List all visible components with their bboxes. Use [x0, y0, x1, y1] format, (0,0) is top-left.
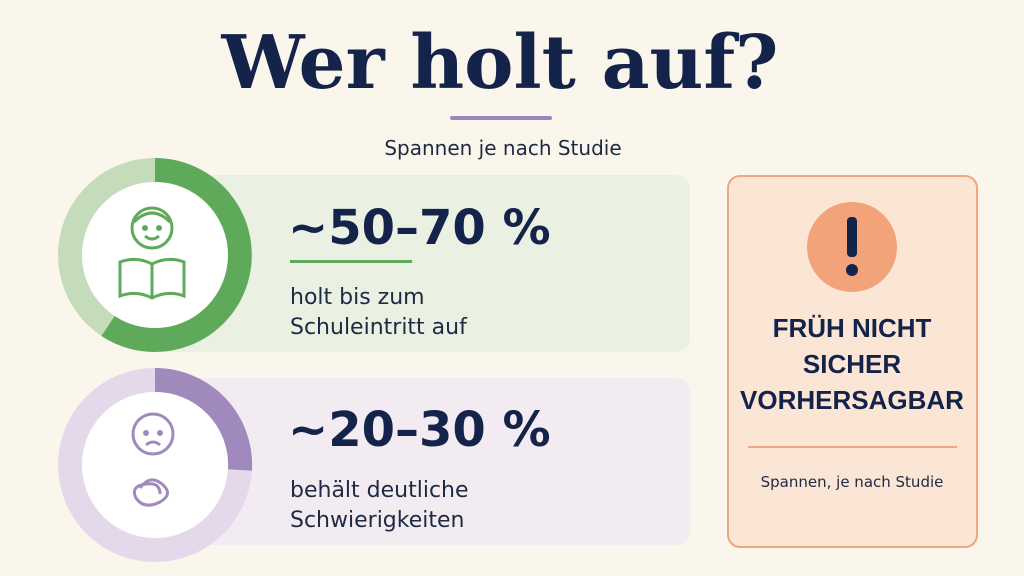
child-icon: [118, 206, 186, 300]
worried-icon: [131, 412, 175, 507]
description: holt bis zum: [290, 285, 425, 310]
description: Schuleintritt auf: [290, 315, 468, 340]
ring-arc: [154, 367, 253, 471]
value: ~50–70 %: [288, 200, 551, 256]
warning-icon: [847, 217, 857, 257]
warning-note: Spannen, je nach Studie: [761, 473, 944, 491]
card: [150, 175, 690, 352]
title: Wer holt auf?: [220, 20, 778, 106]
value-underline: [290, 260, 412, 263]
title-underline: [450, 116, 552, 120]
warning-card: [727, 175, 978, 548]
ring-arc: [101, 158, 252, 352]
card: [150, 378, 690, 545]
warning-icon: [846, 264, 858, 276]
warning-title: VORHERSAGBAR: [740, 385, 964, 415]
icon-bg: [82, 392, 228, 538]
warning-title: SICHER: [803, 349, 901, 379]
value: ~20–30 %: [288, 402, 551, 458]
icon-bg: [82, 182, 228, 328]
warning-title: FRÜH NICHT: [773, 313, 932, 343]
description: Schwierigkeiten: [290, 508, 464, 533]
subtitle: Spannen je nach Studie: [384, 136, 621, 160]
description: behält deutliche: [290, 478, 469, 503]
